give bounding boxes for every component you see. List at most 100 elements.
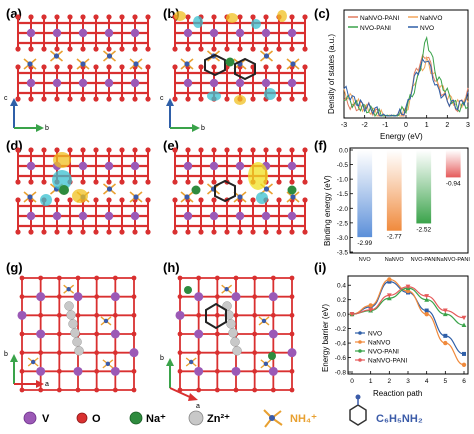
bar-yticks: 0.0 -0.5 -1.0 -1.5 -2.0 -2.5 -3.0 -3.5 [337, 148, 353, 257]
v-atom [104, 211, 114, 221]
eb-yticks: 0.4 0.2 0.0 -0.2 -0.4 -0.6 -0.8 [335, 283, 351, 377]
bar-value-label: -2.52 [416, 226, 431, 233]
bar-ytick-label: -2.5 [337, 220, 349, 227]
eb-legend-marker [358, 340, 362, 344]
v-atom [26, 161, 36, 171]
o-atom [15, 179, 21, 185]
o-atom [106, 197, 112, 203]
v-atom [26, 78, 36, 88]
structure-panel-g [17, 275, 139, 393]
eb-point [462, 351, 466, 356]
o-atom [28, 46, 34, 52]
panel-label-f: (f) [314, 138, 327, 153]
o-atom [93, 14, 99, 20]
o-atom [211, 64, 217, 70]
o-atom [172, 147, 178, 153]
o-atom [250, 96, 256, 102]
charge-density-lobe [226, 13, 238, 23]
zn-atom [230, 337, 240, 347]
o-atom [119, 64, 125, 70]
o-atom [289, 368, 295, 374]
o-atom [56, 350, 62, 356]
o-atom [198, 197, 204, 203]
o-atom [237, 46, 243, 52]
v-atom [268, 292, 278, 302]
o-atom [263, 147, 269, 153]
o-atom [131, 387, 137, 393]
v-atom [104, 78, 114, 88]
dos-xtick-label: 0 [404, 122, 408, 129]
o-atom [28, 96, 34, 102]
o-atom [75, 387, 81, 393]
na-atom [184, 286, 192, 294]
o-atom [289, 147, 295, 153]
o-atom [19, 331, 25, 337]
eb-legend-label: NVO-PANI [368, 349, 399, 356]
o-atom [106, 229, 112, 235]
o-atom [93, 229, 99, 235]
o-atom [94, 368, 100, 374]
eb-xtick-label: 3 [406, 378, 410, 385]
charge-density-lobe [72, 189, 88, 203]
v-atom [209, 161, 219, 171]
o-atom [112, 350, 118, 356]
legend-zn-icon [188, 410, 204, 426]
o-atom [80, 96, 86, 102]
axis-triad-g: b a [4, 351, 49, 388]
charge-density-lobe [264, 88, 276, 100]
structure-panel-a [15, 14, 151, 102]
n-atom [184, 61, 190, 67]
o-atom [276, 96, 282, 102]
charge-density-lobe [53, 152, 71, 168]
n-atom [189, 359, 194, 365]
o-atom [185, 147, 191, 153]
o-atom [119, 46, 125, 52]
pani-ring [205, 302, 227, 330]
v-atom [235, 28, 245, 38]
o-atom [252, 294, 258, 300]
o-atom [214, 275, 220, 281]
n-atom [106, 186, 113, 192]
bar-ytick-label: -0.5 [337, 162, 349, 169]
o-atom [41, 46, 47, 52]
pani-ring [204, 53, 226, 77]
o-atom [145, 147, 151, 153]
o-atom [198, 64, 204, 70]
o-atom [132, 46, 138, 52]
n-atom [31, 359, 36, 365]
axis-b-label-h: b [160, 355, 164, 362]
o-atom [185, 46, 191, 52]
o-atom [185, 96, 191, 102]
v-atom [175, 310, 185, 320]
o-atom [19, 294, 25, 300]
o-atom [106, 179, 112, 185]
bar [445, 150, 461, 178]
n-atom [133, 61, 139, 67]
o-atom [276, 64, 282, 70]
eb-legend-label: NaNVO [368, 340, 390, 347]
o-atom [41, 147, 47, 153]
v-atom [209, 211, 219, 221]
o-atom [80, 229, 86, 235]
axis-b-label-g: b [4, 351, 8, 358]
legend-v-label: V [42, 413, 50, 425]
bar-categories: NVO NaNVO NVO-PANI NaNVO-PANI [359, 257, 471, 263]
axis-triad-h: b a [160, 355, 200, 410]
v-atom [194, 292, 204, 302]
o-atom [67, 14, 73, 20]
o-atom [56, 312, 62, 318]
panel-label-h: (h) [163, 260, 180, 275]
charge-density-lobe [40, 194, 52, 206]
dos-legend-nvo: NVO [420, 25, 434, 32]
o-atom [80, 179, 86, 185]
o-atom [211, 46, 217, 52]
o-atom [185, 14, 191, 20]
o-atom [172, 179, 178, 185]
eb-ytick-label: 0.2 [337, 297, 346, 304]
dos-xtick-label: 3 [466, 122, 470, 129]
o-atom [28, 229, 34, 235]
zn-atom [72, 337, 82, 347]
v-atom [183, 211, 193, 221]
o-atom [15, 14, 21, 20]
o-atom [38, 312, 44, 318]
